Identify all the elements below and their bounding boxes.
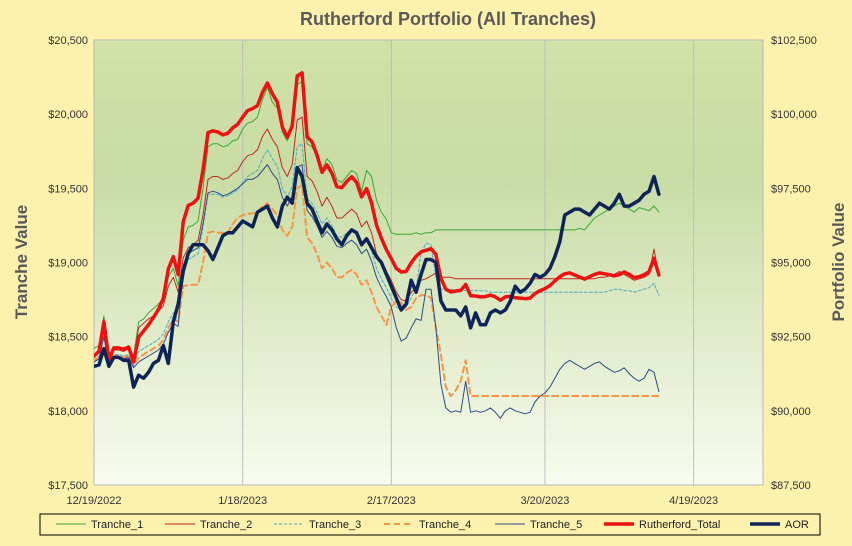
left-tick-label: $18,500 [48, 332, 88, 344]
legend-label: Rutherford_Total [639, 519, 720, 531]
legend-label: Tranche_3 [309, 519, 361, 531]
left-tick-label: $20,500 [48, 35, 88, 47]
right-tick-label: $87,500 [771, 480, 811, 492]
legend-box [39, 513, 821, 536]
gridlines [242, 40, 695, 485]
legend-label: AOR [785, 519, 809, 531]
legend-label: Tranche_4 [419, 519, 471, 531]
series-line-tranche-4 [94, 184, 660, 397]
left-axis-title: Tranche Value [12, 205, 31, 319]
series-line-aor [94, 165, 661, 389]
right-tick-label: $102,500 [771, 35, 817, 47]
legend-label: Tranche_1 [91, 519, 143, 531]
chart-title: Rutherford Portfolio (All Tranches) [300, 9, 596, 29]
right-tick-label: $92,500 [771, 332, 811, 344]
x-tick-label: 12/19/2022 [66, 495, 121, 507]
right-tick-label: $90,000 [771, 406, 811, 418]
right-axis-title: Portfolio Value [829, 202, 848, 321]
left-tick-label: $17,500 [48, 480, 88, 492]
right-tick-label: $95,000 [771, 258, 811, 270]
series-lines [94, 71, 661, 419]
legend-label: Tranche_5 [530, 519, 582, 531]
legend: Tranche_1 Tranche_2 Tranche_3 Tranche_4 Tran… [39, 513, 821, 536]
x-axis-ticks: 12/19/2022 1/18/2023 2/17/2023 3/20/2023 4/1… [66, 495, 718, 507]
right-tick-label: $100,000 [771, 109, 817, 121]
left-tick-label: $20,000 [48, 109, 88, 121]
left-tick-label: $19,000 [48, 258, 88, 270]
left-axis-ticks: $17,500 $18,000 $18,500 $19,000 $19,500 $20,0… [48, 35, 88, 492]
left-tick-label: $18,000 [48, 406, 88, 418]
plot-area [93, 39, 764, 486]
series-line-rutherford-total [94, 71, 661, 364]
left-tick-label: $19,500 [48, 183, 88, 195]
x-tick-label: 1/18/2023 [218, 495, 267, 507]
x-tick-label: 3/20/2023 [520, 495, 569, 507]
legend-label: Tranche_2 [200, 519, 252, 531]
series-line-tranche-1 [94, 81, 660, 358]
x-tick-label: 4/19/2023 [669, 495, 718, 507]
right-axis-ticks: $87,500 $90,000 $92,500 $95,000 $97,500 $100,… [771, 35, 817, 492]
right-tick-label: $97,500 [771, 183, 811, 195]
x-tick-label: 2/17/2023 [367, 495, 416, 507]
